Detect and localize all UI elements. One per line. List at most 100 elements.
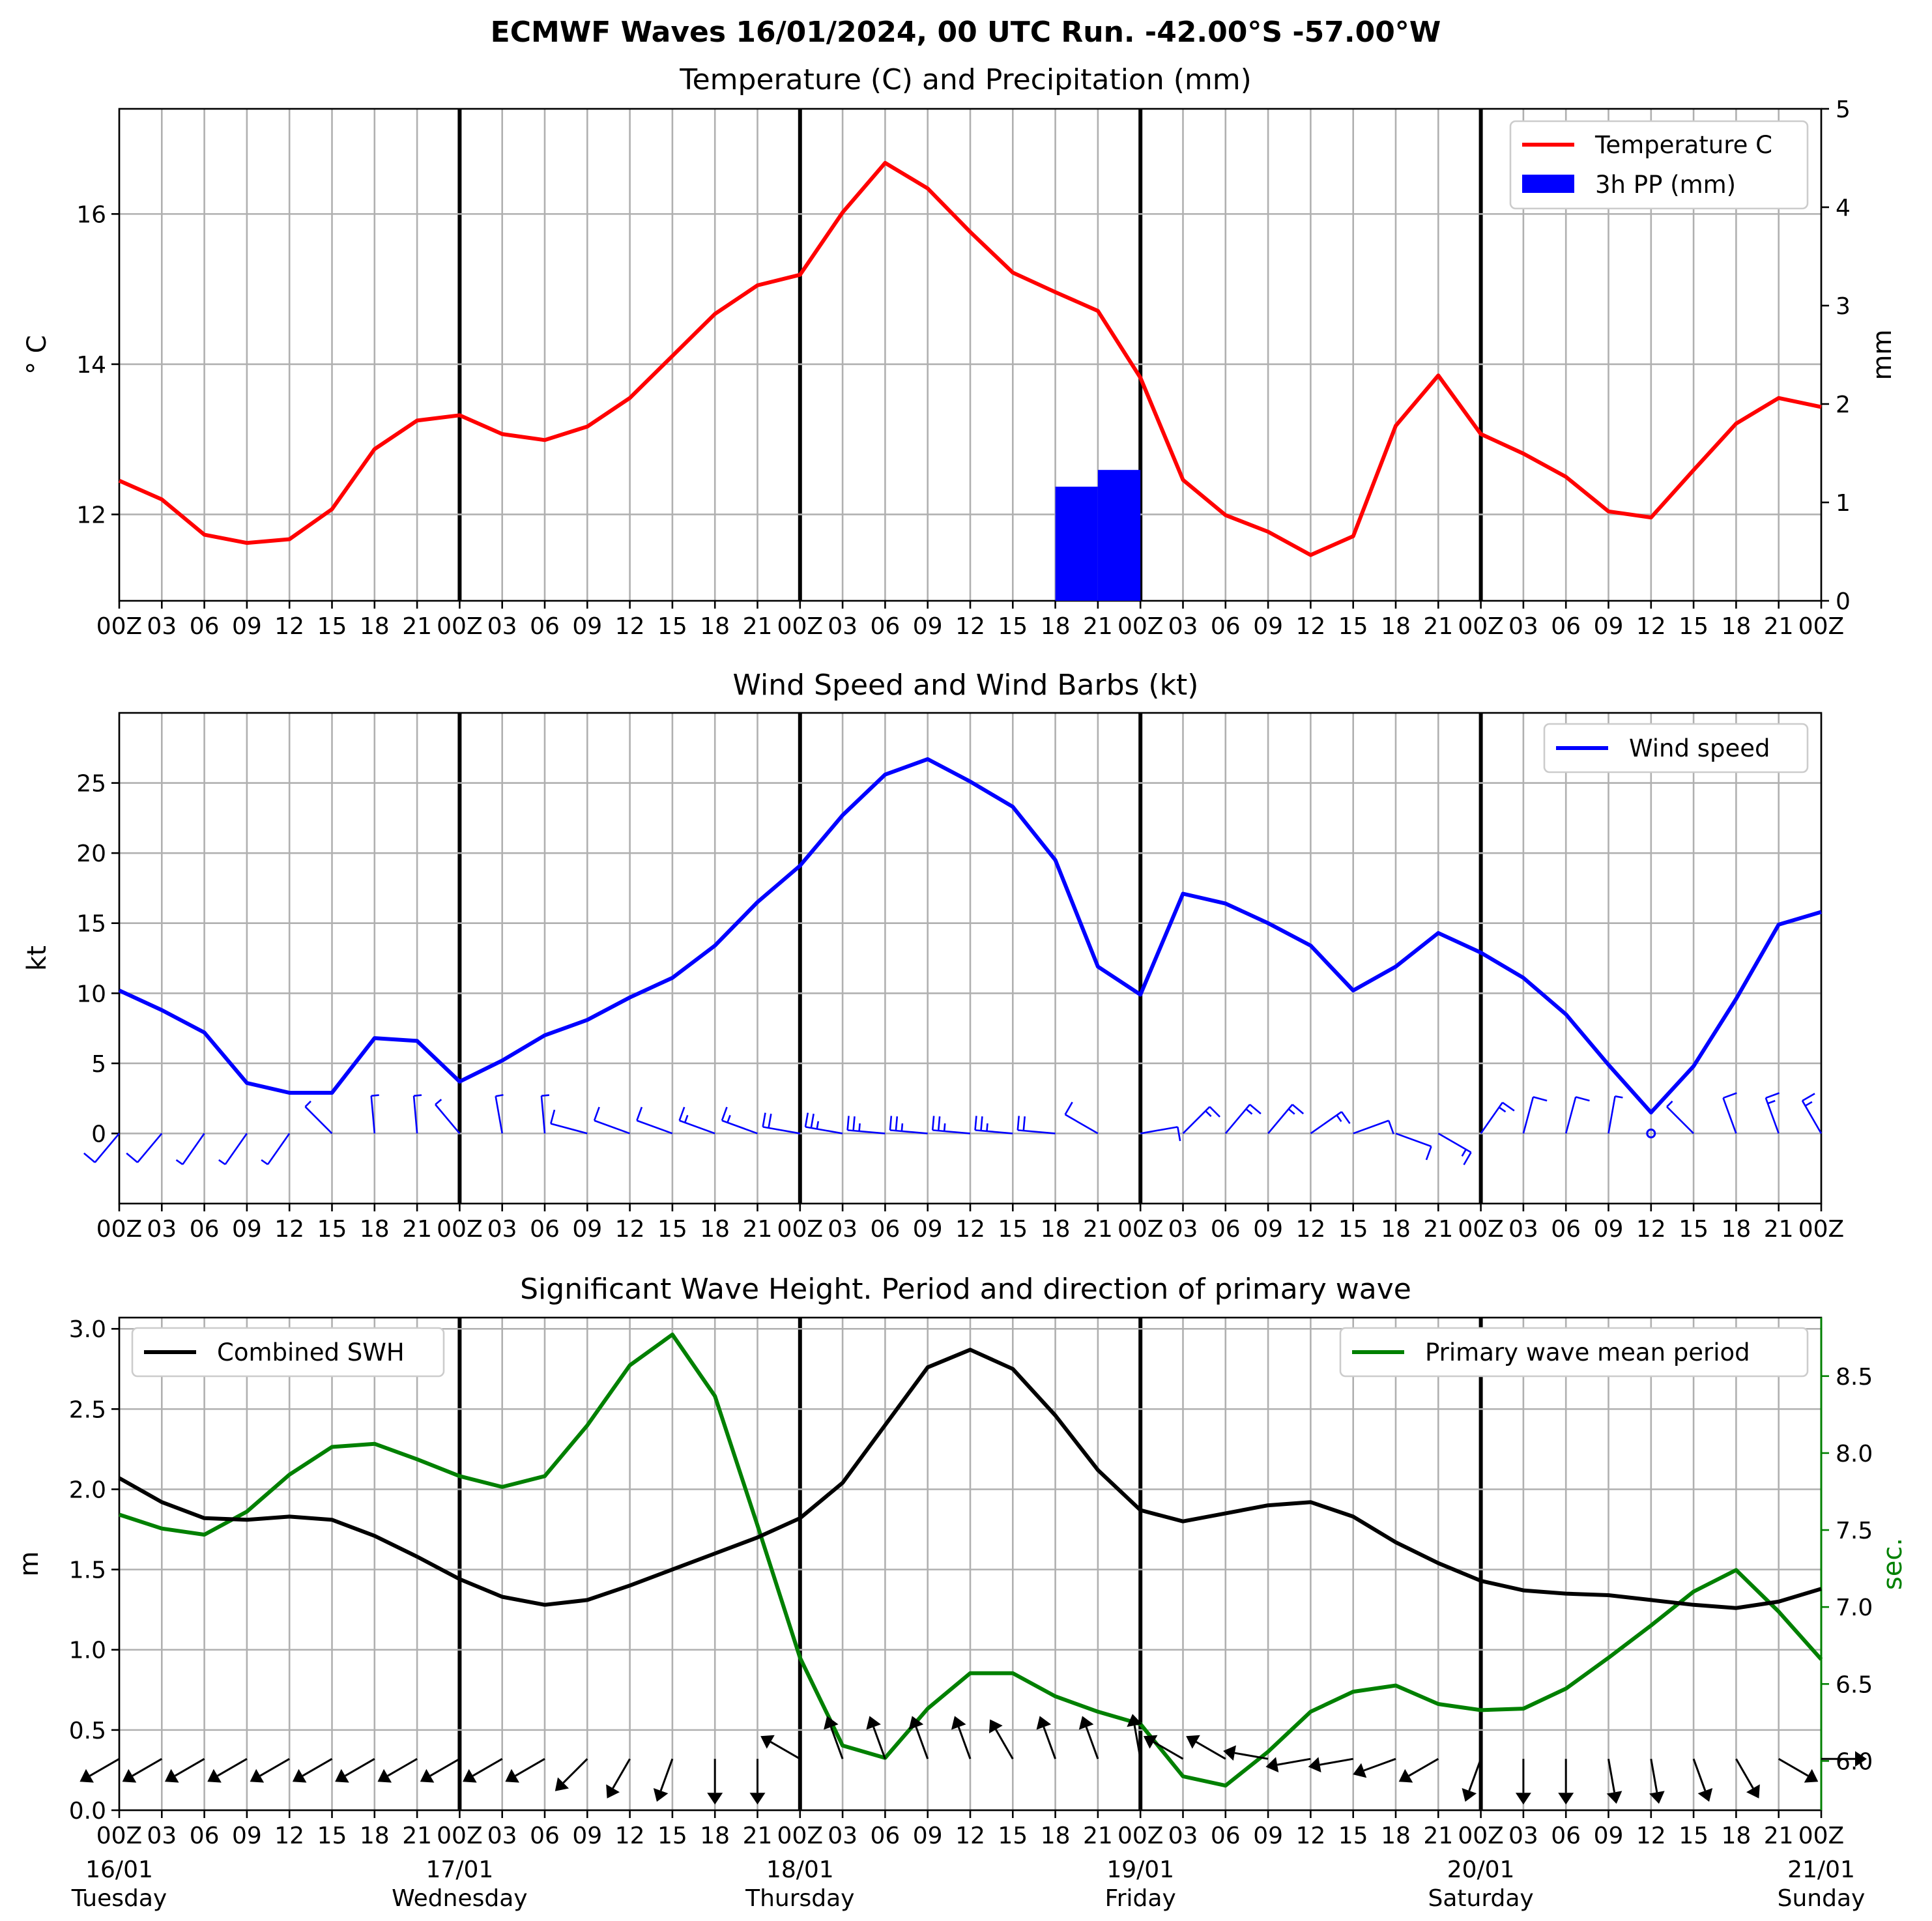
wind-barb-calm: [1646, 1128, 1656, 1138]
wave-arrow-shaft: [1276, 1757, 1311, 1766]
wave-arrow-head: [377, 1769, 392, 1783]
wave-direction-arrow: [866, 1716, 886, 1759]
x-tick-label: 18: [1381, 1216, 1411, 1243]
wind-barb-staff: [1522, 1097, 1535, 1134]
x-tick-label: 06: [1551, 1216, 1581, 1243]
wave-direction-arrow: [908, 1716, 929, 1759]
temperature-line: [118, 161, 1822, 557]
day-name-label: Wednesday: [392, 1885, 527, 1912]
wave-direction-arrow: [505, 1757, 545, 1783]
wave-arrow-head: [707, 1793, 723, 1805]
wave-direction-arrow: [707, 1759, 723, 1805]
wave-arrow-shaft: [132, 1757, 163, 1777]
wind-barb-flag: [1723, 1092, 1737, 1099]
wave-arrow-head: [1223, 1745, 1236, 1761]
wind-barb-flag: [846, 1116, 850, 1131]
x-tick-label: 21: [1083, 1216, 1113, 1243]
wave-arrow-head: [79, 1769, 94, 1783]
x-tick-label: 18: [1721, 613, 1751, 640]
wave-arrow-shaft: [995, 1729, 1014, 1759]
wind-barb: [370, 1094, 379, 1134]
wind-barb-staff: [1140, 1126, 1178, 1134]
wind-barb-flag: [1533, 1096, 1548, 1102]
wind-barb-flag: [937, 1116, 941, 1131]
x-tick-label: 21: [743, 1216, 773, 1243]
day-name-label: Sunday: [1778, 1885, 1866, 1912]
x-tick-label: 03: [828, 1823, 858, 1849]
x-tick-label: 18: [700, 1216, 730, 1243]
wind-barb-staff: [267, 1133, 291, 1165]
x-tick-label: 18: [360, 1216, 390, 1243]
wave-arrow-shaft: [174, 1757, 205, 1777]
wind-barb: [550, 1109, 588, 1134]
wave-direction-arrow: [1821, 1751, 1867, 1767]
wind-barb-staff: [1480, 1102, 1503, 1134]
wind-barb-flag: [943, 1123, 946, 1132]
x-tick-label: 06: [530, 613, 560, 640]
day-date-label: 17/01: [426, 1856, 494, 1883]
wave-direction-arrow: [1265, 1757, 1311, 1773]
y2-tick-label: 8.0: [1836, 1441, 1873, 1467]
wave-arrow-shaft: [1608, 1758, 1616, 1793]
x-tick-label: 03: [1508, 1216, 1538, 1243]
x-tick-label: 12: [1295, 1823, 1325, 1849]
wind-barb-flag: [768, 1114, 772, 1129]
wave-arrow-shaft: [1133, 1725, 1142, 1759]
y2-tick-label: 6.0: [1836, 1748, 1873, 1775]
y-tick-label: 1.5: [69, 1557, 106, 1584]
x-tick-label: 00Z: [96, 1823, 142, 1849]
wind-barb-staff: [847, 1129, 886, 1134]
wave-arrow-shaft: [829, 1726, 844, 1759]
wind-barb-flag: [852, 1116, 856, 1131]
wind-barb-flag: [684, 1114, 689, 1123]
wave-direction-arrow: [760, 1735, 801, 1760]
wind-barb-flag: [1387, 1120, 1394, 1134]
wind-barb-flag: [261, 1159, 268, 1166]
precip-bar: [1055, 486, 1098, 601]
day-date-label: 18/01: [766, 1856, 834, 1883]
x-tick-label: 12: [615, 613, 645, 640]
wind-barb: [1353, 1119, 1394, 1134]
x-tick-label: 03: [1168, 613, 1198, 640]
wind-barb-flag: [175, 1159, 184, 1166]
y-tick-label: 14: [76, 352, 106, 379]
x-tick-label: 09: [572, 1216, 602, 1243]
x-tick-label: 15: [998, 1823, 1028, 1849]
x-tick-label: 15: [317, 1823, 347, 1849]
x-tick-label: 03: [1168, 1823, 1198, 1849]
x-tick-label: 06: [870, 1216, 900, 1243]
wind-barb: [974, 1116, 1013, 1134]
wind-panel-title: Wind Speed and Wind Barbs (kt): [733, 669, 1199, 702]
x-tick-label: 12: [274, 1216, 304, 1243]
wind-barb: [846, 1116, 886, 1134]
legend-box: [1509, 120, 1809, 210]
wave-direction-arrow: [1692, 1758, 1713, 1802]
wave-arrow-shaft: [302, 1757, 333, 1777]
wave-direction-arrow: [1308, 1757, 1353, 1773]
wave-arrow-shaft: [1778, 1757, 1809, 1777]
wave-direction-arrow: [1462, 1758, 1482, 1802]
wave-direction-arrow: [292, 1757, 333, 1783]
wind-barb: [1267, 1104, 1305, 1134]
swh-line: [118, 1348, 1822, 1610]
wave-arrow-shaft: [872, 1726, 886, 1759]
wave-arrow-head: [1353, 1763, 1367, 1778]
wave-arrow-shaft: [770, 1740, 801, 1760]
wind-barb-flag: [1802, 1093, 1815, 1102]
x-tick-label: 18: [360, 1823, 390, 1849]
wave-arrow-head: [1265, 1757, 1279, 1773]
wind-barb-flag: [435, 1099, 442, 1105]
x-tick-label: 21: [1764, 1823, 1794, 1849]
wind-barb: [412, 1094, 422, 1134]
x-tick-label: 12: [955, 613, 985, 640]
wind-barb-staff: [540, 1095, 546, 1134]
x-tick-label: 00Z: [1458, 613, 1503, 640]
wind-barb: [1564, 1096, 1590, 1134]
x-tick-label: 12: [1295, 613, 1325, 640]
wind-barb-staff: [94, 1133, 120, 1163]
wave-direction-arrow: [1778, 1757, 1819, 1783]
legend-box: [131, 1327, 445, 1378]
wave-period-line: [119, 1333, 1823, 1788]
wind-barb: [218, 1133, 248, 1166]
x-tick-label: 00Z: [96, 613, 142, 640]
